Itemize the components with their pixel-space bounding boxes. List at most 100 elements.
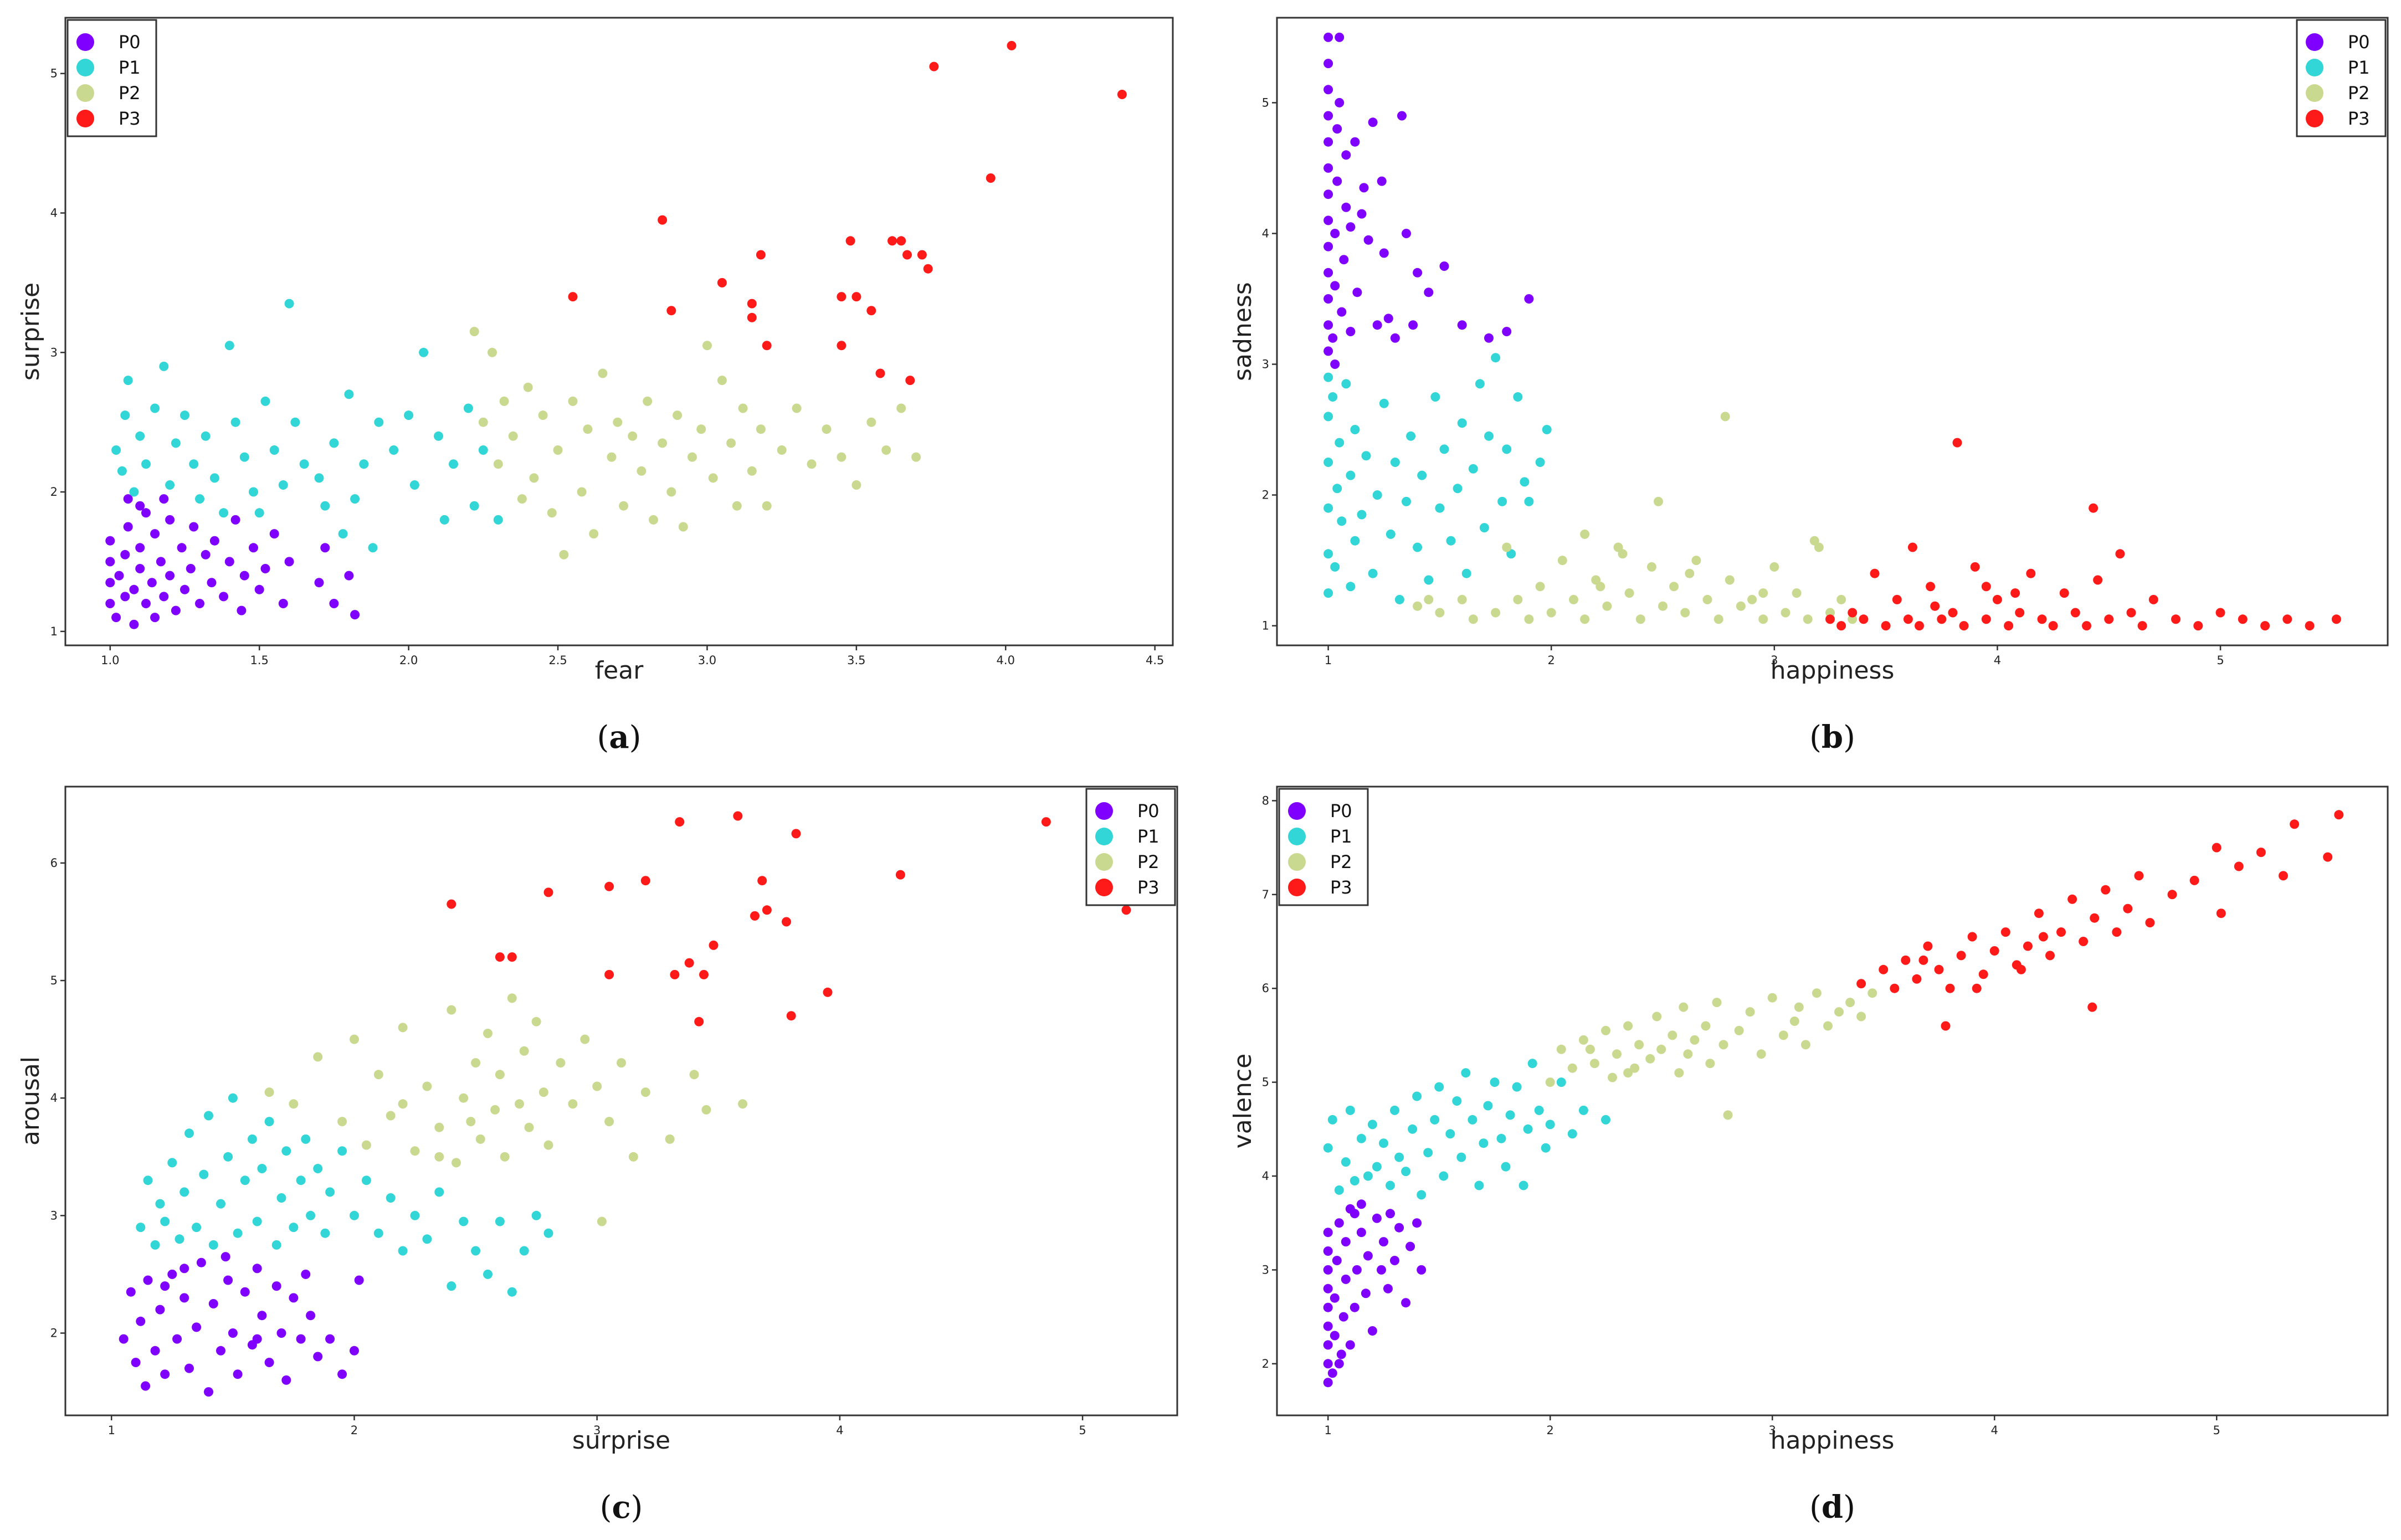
chart-panel-d: 1 2 3 4 5 2 3 4 5 6 7 8 happiness valence P0 P1 P2 P3 (d) — [1229, 786, 2389, 1526]
y-axis-label: surprise — [17, 283, 45, 381]
point-p0-11 — [135, 564, 145, 573]
point-p1-6 — [1356, 1133, 1366, 1143]
point-p2-8 — [398, 1023, 408, 1033]
point-p2-36 — [738, 403, 748, 413]
point-p1-18 — [247, 1134, 257, 1144]
point-p0-12 — [1332, 1256, 1342, 1265]
x-tick-label: 4 — [1991, 1424, 1998, 1437]
point-p0-14 — [1336, 1349, 1346, 1359]
x-tick-label: 4.0 — [997, 654, 1015, 667]
x-tick-label: 2 — [1548, 654, 1555, 667]
point-p3-1 — [1879, 964, 1889, 974]
point-p1-12 — [208, 1240, 218, 1250]
point-p2-43 — [822, 424, 832, 434]
y-tick-label: 4 — [50, 206, 58, 219]
point-p2-17 — [1624, 588, 1634, 598]
point-p0-12 — [1323, 32, 1333, 42]
point-p1-26 — [1413, 542, 1423, 552]
point-p3-21 — [986, 173, 996, 183]
point-p0-35 — [239, 571, 249, 581]
point-p3-12 — [866, 306, 876, 316]
point-p0-20 — [1350, 1302, 1359, 1312]
point-p1-38 — [1479, 523, 1489, 533]
point-p1-24 — [1402, 496, 1411, 506]
point-p3-33 — [2256, 848, 2266, 858]
point-p0-0 — [1323, 1378, 1333, 1388]
point-p3-23 — [2070, 608, 2080, 618]
point-p3-8 — [1945, 983, 1955, 993]
point-p0-4 — [111, 613, 121, 623]
point-p2-1 — [1556, 1044, 1566, 1054]
point-p2-6 — [1608, 1072, 1617, 1082]
point-p0-17 — [1341, 1237, 1351, 1247]
point-p1-10 — [171, 438, 181, 448]
point-p1-5 — [135, 431, 145, 441]
point-p1-25 — [1406, 431, 1416, 441]
point-p1-4 — [1345, 1105, 1355, 1115]
point-p2-23 — [1691, 556, 1701, 566]
point-p0-8 — [1323, 1228, 1333, 1238]
point-p1-27 — [299, 459, 309, 469]
point-p0-30 — [209, 536, 219, 546]
point-p1-29 — [320, 501, 330, 511]
point-p2-24 — [649, 515, 658, 525]
point-p1-9 — [165, 480, 175, 490]
point-p3-22 — [2059, 588, 2069, 598]
point-p2-34 — [617, 1058, 626, 1068]
point-p3-19 — [791, 829, 801, 839]
point-p1-14 — [201, 431, 211, 441]
x-axis-label: happiness — [1771, 1426, 1895, 1455]
point-p0-4 — [1323, 242, 1333, 251]
legend-marker-p1 — [2306, 59, 2323, 76]
point-p2-33 — [717, 376, 727, 386]
point-p3-25 — [2089, 503, 2099, 513]
point-p3-36 — [2323, 852, 2333, 862]
legend-label-p2: P2 — [1330, 851, 1352, 872]
y-tick-label: 5 — [50, 67, 58, 80]
point-p3-4 — [604, 881, 614, 891]
point-p0-22 — [1341, 202, 1351, 212]
point-p0-13 — [141, 599, 151, 608]
series-p3 — [447, 811, 1131, 1026]
point-p0-5 — [143, 1275, 153, 1285]
point-p1-5 — [167, 1158, 177, 1168]
point-p1-36 — [1468, 464, 1478, 474]
point-p3-36 — [2260, 621, 2270, 631]
y-tick-label: 3 — [50, 1209, 58, 1222]
point-p1-15 — [1408, 1124, 1418, 1134]
point-p2-10 — [1546, 608, 1556, 618]
point-p1-30 — [1490, 1077, 1500, 1087]
point-p2-0 — [1545, 1077, 1555, 1087]
point-p1-5 — [1323, 372, 1333, 382]
point-p0-28 — [1377, 1265, 1386, 1275]
point-p3-40 — [1907, 542, 1917, 552]
point-p0-46 — [1524, 294, 1534, 304]
point-p1-41 — [434, 431, 443, 441]
point-p3-20 — [2037, 614, 2047, 624]
point-p0-45 — [344, 571, 354, 581]
point-p3-35 — [2238, 614, 2248, 624]
point-p2-15 — [1674, 1068, 1684, 1078]
point-p0-29 — [289, 1293, 299, 1303]
point-p0-39 — [269, 529, 279, 539]
point-p1-33 — [1505, 1110, 1515, 1120]
point-p3-9 — [1956, 951, 1966, 961]
point-p2-3 — [1457, 594, 1467, 604]
point-p1-19 — [252, 1216, 262, 1226]
point-p1-35 — [373, 1228, 383, 1238]
point-p2-38 — [689, 1070, 699, 1080]
x-tick-label: 1 — [1325, 1424, 1332, 1437]
point-p1-22 — [271, 1240, 281, 1250]
point-p0-26 — [1350, 137, 1360, 147]
point-p0-25 — [264, 1358, 274, 1367]
point-p0-34 — [1401, 1298, 1411, 1308]
point-p0-24 — [1346, 327, 1356, 336]
point-p1-31 — [338, 529, 348, 539]
point-p2-4 — [499, 396, 509, 406]
point-p1-42 — [439, 515, 449, 525]
point-p0-40 — [1413, 268, 1423, 278]
legend-label-p1: P1 — [1137, 826, 1160, 847]
point-p1-38 — [404, 410, 414, 420]
point-p0-27 — [276, 1328, 286, 1338]
point-p2-15 — [583, 424, 593, 434]
